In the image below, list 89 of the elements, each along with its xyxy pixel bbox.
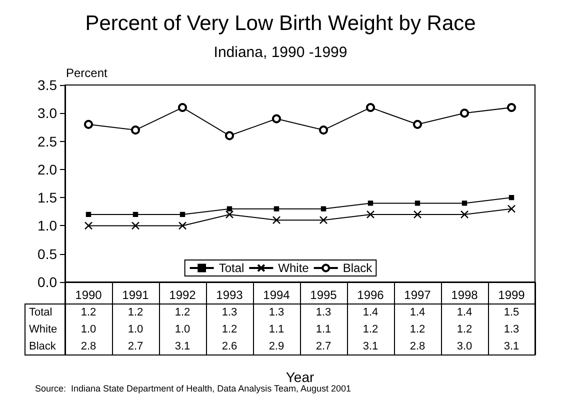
point [508, 194, 514, 200]
point [272, 216, 281, 224]
text: Total [29, 306, 52, 318]
x-axis-title: Year [286, 369, 314, 385]
data-label: 1.2 [80, 306, 96, 318]
x-tick-label: 1992 [169, 288, 196, 302]
x-tick-label: 1996 [357, 288, 384, 302]
point [414, 200, 420, 206]
legend-label: White [278, 261, 310, 275]
x-tick-label: 1999 [498, 288, 526, 302]
point [368, 200, 374, 206]
point [507, 103, 516, 112]
data-label: 1.2 [128, 306, 144, 318]
data-label: 3.1 [362, 340, 378, 352]
data-label: 2.6 [222, 340, 238, 352]
data-label: 3.0 [456, 340, 472, 352]
point [178, 222, 187, 230]
x-tick-label: 1997 [404, 288, 432, 302]
data-label: 1.0 [80, 324, 96, 336]
data-label: 1.0 [128, 324, 144, 336]
data-label: 1.2 [174, 306, 190, 318]
y-tick-label: 3.0 [38, 105, 58, 122]
text: White [29, 324, 58, 336]
data-label: 2.7 [316, 340, 332, 352]
data-label: 1.2 [456, 324, 472, 336]
data-label: 3.1 [504, 340, 520, 352]
y-tick-label: 2.0 [38, 161, 58, 178]
point [366, 210, 375, 219]
text: Black [29, 340, 56, 352]
y-tick-label: 0.5 [38, 246, 58, 262]
data-label: 1.5 [504, 306, 520, 318]
y-tick-label: 1.5 [38, 190, 58, 206]
data-label: 1.1 [316, 324, 332, 336]
data-label: 1.3 [316, 306, 332, 318]
data-label: 1.3 [222, 306, 238, 318]
x-tick-label: 1994 [263, 288, 290, 302]
data-label: 1.2 [222, 324, 238, 336]
point [272, 114, 281, 124]
y-tick-label: 1.0 [38, 218, 58, 234]
point [86, 212, 92, 218]
data-label: 1.2 [362, 324, 378, 336]
data-label: 1.2 [410, 324, 426, 336]
legend-label: Black [342, 261, 374, 275]
point [131, 222, 140, 230]
data-label: 1.1 [268, 324, 284, 336]
x-tick-label: 1991 [122, 288, 150, 302]
data-label: 1.4 [410, 306, 426, 318]
point [462, 200, 468, 206]
point [460, 210, 469, 219]
point [319, 216, 328, 224]
point [84, 222, 93, 230]
point [413, 210, 422, 219]
data-label: 1.0 [174, 324, 190, 336]
point [178, 103, 187, 112]
point [507, 204, 516, 213]
point [320, 206, 326, 212]
data-label: 3.1 [174, 340, 190, 352]
x-tick-label: 1993 [216, 288, 244, 302]
point [180, 212, 186, 218]
point [84, 120, 93, 129]
x-tick-label: 1998 [451, 288, 478, 302]
point [319, 126, 328, 135]
point [132, 212, 138, 218]
y-tick-label: 3.5 [38, 77, 58, 93]
data-label: 1.4 [456, 306, 472, 318]
point [274, 206, 280, 212]
data-label: 2.9 [268, 340, 284, 352]
y-tick-label: 0.0 [38, 274, 58, 290]
point [460, 108, 469, 118]
point [226, 206, 232, 212]
source-note: Source: Indiana State Department of Health, Data Analysis Team, August 2001 [35, 384, 352, 394]
data-label: 1.3 [268, 306, 284, 318]
x-tick-label: 1990 [75, 288, 102, 302]
y-axis-title: Percent [66, 66, 108, 80]
point [225, 131, 234, 140]
legend-label: Total [218, 261, 244, 275]
chart-subtitle: Indiana, 1990 -1999 [214, 44, 348, 61]
data-label: 2.8 [410, 340, 426, 352]
data-label: 1.3 [504, 324, 520, 336]
data-label: 1.4 [362, 306, 378, 318]
point [225, 210, 234, 219]
y-tick-label: 2.5 [38, 133, 58, 150]
chart-title: Percent of Very Low Birth Weight by Race [85, 12, 476, 35]
point [131, 126, 140, 135]
point [366, 103, 375, 112]
data-label: 2.7 [128, 340, 144, 352]
point [413, 120, 422, 129]
x-tick-label: 1995 [310, 288, 338, 302]
data-label: 2.8 [80, 340, 96, 352]
